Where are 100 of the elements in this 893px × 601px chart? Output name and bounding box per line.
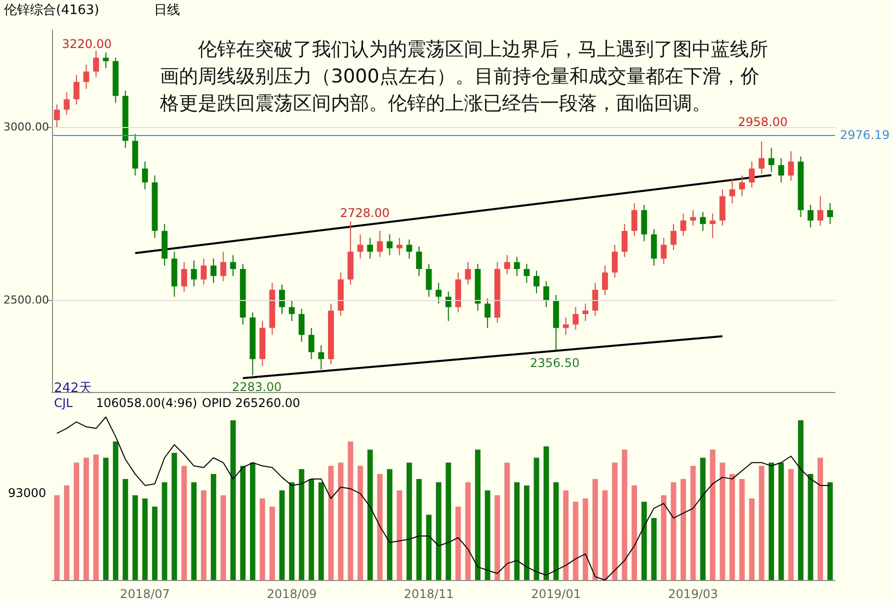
bar xyxy=(358,466,363,580)
candlestick xyxy=(602,265,608,296)
bar xyxy=(142,498,148,580)
candlestick xyxy=(426,263,432,298)
text: CJL xyxy=(54,396,73,410)
bar xyxy=(338,462,344,580)
candlestick xyxy=(386,234,393,256)
text: 106058.00(4:96) xyxy=(96,396,198,410)
candlestick xyxy=(729,178,736,204)
bar xyxy=(162,482,168,580)
bar xyxy=(406,462,412,580)
bar xyxy=(93,454,99,580)
bar xyxy=(172,452,178,580)
candlestick xyxy=(484,298,490,328)
bar xyxy=(465,482,471,580)
bar xyxy=(778,462,784,580)
bar xyxy=(758,466,764,580)
bar xyxy=(524,485,530,580)
candlestick xyxy=(436,282,442,304)
y-tick-label: 3000.00 xyxy=(4,120,49,134)
bar xyxy=(641,502,647,580)
bar xyxy=(788,469,794,580)
bar xyxy=(632,485,638,580)
bar xyxy=(768,462,774,580)
candlestick xyxy=(514,256,520,276)
candlestick xyxy=(220,251,226,282)
bar xyxy=(455,506,461,580)
candlestick xyxy=(582,303,588,322)
bar xyxy=(396,490,402,580)
x-tick-label: 2019/03 xyxy=(668,587,718,601)
bar xyxy=(534,458,540,580)
bar xyxy=(484,490,490,580)
bar xyxy=(612,462,618,580)
bar xyxy=(592,478,598,580)
x-tick-label: 2019/01 xyxy=(531,587,581,601)
candlestick xyxy=(308,327,314,360)
candlestick xyxy=(572,306,579,330)
bar xyxy=(122,478,128,580)
candlestick xyxy=(739,174,745,197)
annotation: 2356.50 xyxy=(530,356,580,370)
candlestick xyxy=(768,147,774,173)
bar xyxy=(504,462,510,580)
annotation: 伦锌在突破了我们认为的震荡区间上边界后，马上遇到了图中蓝线所画的周线级别压力（3000点左右）。目前持仓量和成交量都在下滑，价格更是跌回震荡区间内部。伦锌的上涨已经告一段落，面临回调。 xyxy=(159,38,768,114)
bar xyxy=(700,458,706,580)
bar xyxy=(730,474,735,580)
bar xyxy=(710,450,716,580)
annotation: 2728.00 xyxy=(340,206,390,220)
bar xyxy=(690,466,696,580)
candlestick xyxy=(562,317,569,336)
bar xyxy=(308,478,314,580)
candlestick xyxy=(534,270,540,294)
bar xyxy=(739,478,745,580)
candlestick xyxy=(612,244,618,278)
bar xyxy=(84,458,89,580)
bar xyxy=(426,514,432,580)
candlestick xyxy=(279,284,285,315)
x-tick-label: 2018/07 xyxy=(120,587,170,601)
bar xyxy=(210,474,216,580)
candlestick xyxy=(680,213,686,237)
bar xyxy=(54,495,60,580)
bar xyxy=(132,495,138,580)
bar xyxy=(670,482,676,580)
chart-title: 伦锌综合(4163) xyxy=(4,3,100,18)
bar xyxy=(191,482,197,580)
annotation: 2958.00 xyxy=(738,115,788,129)
candlestick xyxy=(748,161,755,188)
annotation: 2283.00 xyxy=(232,380,282,394)
candlestick xyxy=(416,246,422,276)
bar xyxy=(74,462,80,580)
bar xyxy=(572,502,578,580)
candlestick xyxy=(64,92,70,116)
bar xyxy=(602,490,608,580)
bar xyxy=(808,474,814,580)
bar xyxy=(260,498,266,580)
bar xyxy=(64,485,70,580)
candlestick xyxy=(504,254,510,275)
candlestick xyxy=(631,202,638,237)
candlestick xyxy=(318,344,324,370)
candlestick xyxy=(367,237,374,260)
bar xyxy=(818,458,824,580)
bar xyxy=(348,441,354,580)
candlestick xyxy=(622,223,628,258)
candlestick xyxy=(190,260,197,287)
bar xyxy=(416,478,422,580)
bar xyxy=(563,490,569,580)
bar xyxy=(152,506,158,580)
text: 93000 xyxy=(8,486,46,500)
bar xyxy=(661,495,666,580)
candlestick xyxy=(230,254,236,276)
bar xyxy=(240,466,246,580)
candlestick xyxy=(758,141,765,174)
candlestick xyxy=(710,213,716,238)
bar xyxy=(112,441,118,580)
bar xyxy=(318,482,324,580)
candlestick xyxy=(524,263,530,284)
candlestick xyxy=(54,104,60,128)
annotation: 3220.00 xyxy=(62,37,112,51)
candlestick xyxy=(778,158,784,183)
bar xyxy=(475,450,480,580)
candlestick xyxy=(376,230,383,258)
